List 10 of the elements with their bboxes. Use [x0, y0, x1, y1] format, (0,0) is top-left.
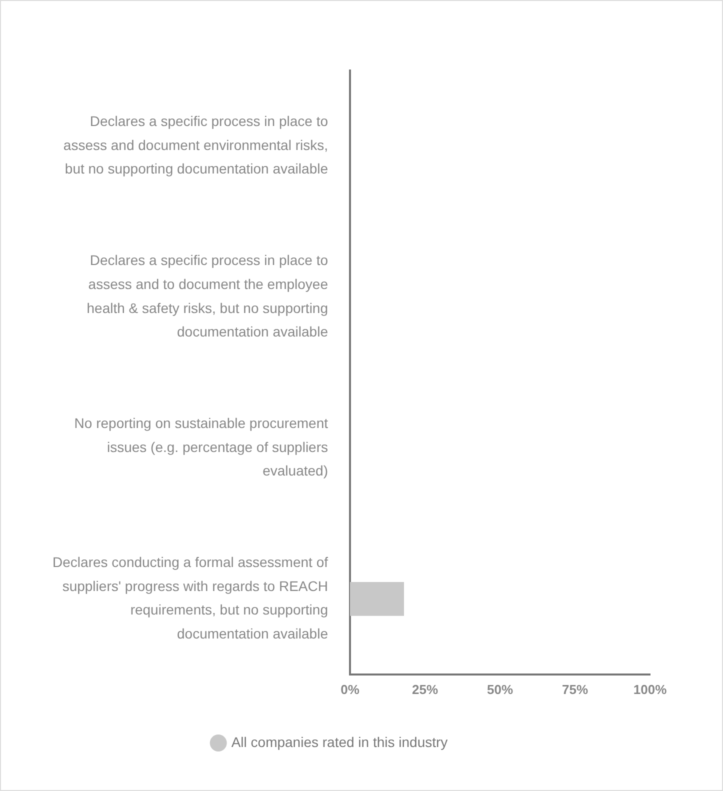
y-tick-label: Declares a specific process in place to assess and to document the employee health & safety risks, but no supporting documentation available [86, 252, 328, 340]
y-tick-label: No reporting on sustainable procurement issues (e.g. percentage of suppliers evaluated) [74, 415, 328, 479]
y-tick-label: Declares a specific process in place to assess and document environmental risks, but no supporting documentation available [63, 113, 328, 177]
y-tick-label: Declares conducting a formal assessment of suppliers' progress with regards to REACH requirements, but no supporting documentation available [52, 554, 328, 642]
legend-label: All companies rated in this industry [231, 734, 448, 750]
x-tick-label: 100% [633, 682, 668, 697]
x-tick-label: 50% [486, 682, 514, 697]
x-tick-label: 25% [412, 682, 438, 697]
x-tick-label: 75% [562, 682, 588, 697]
x-tick-label: 0% [340, 682, 360, 697]
